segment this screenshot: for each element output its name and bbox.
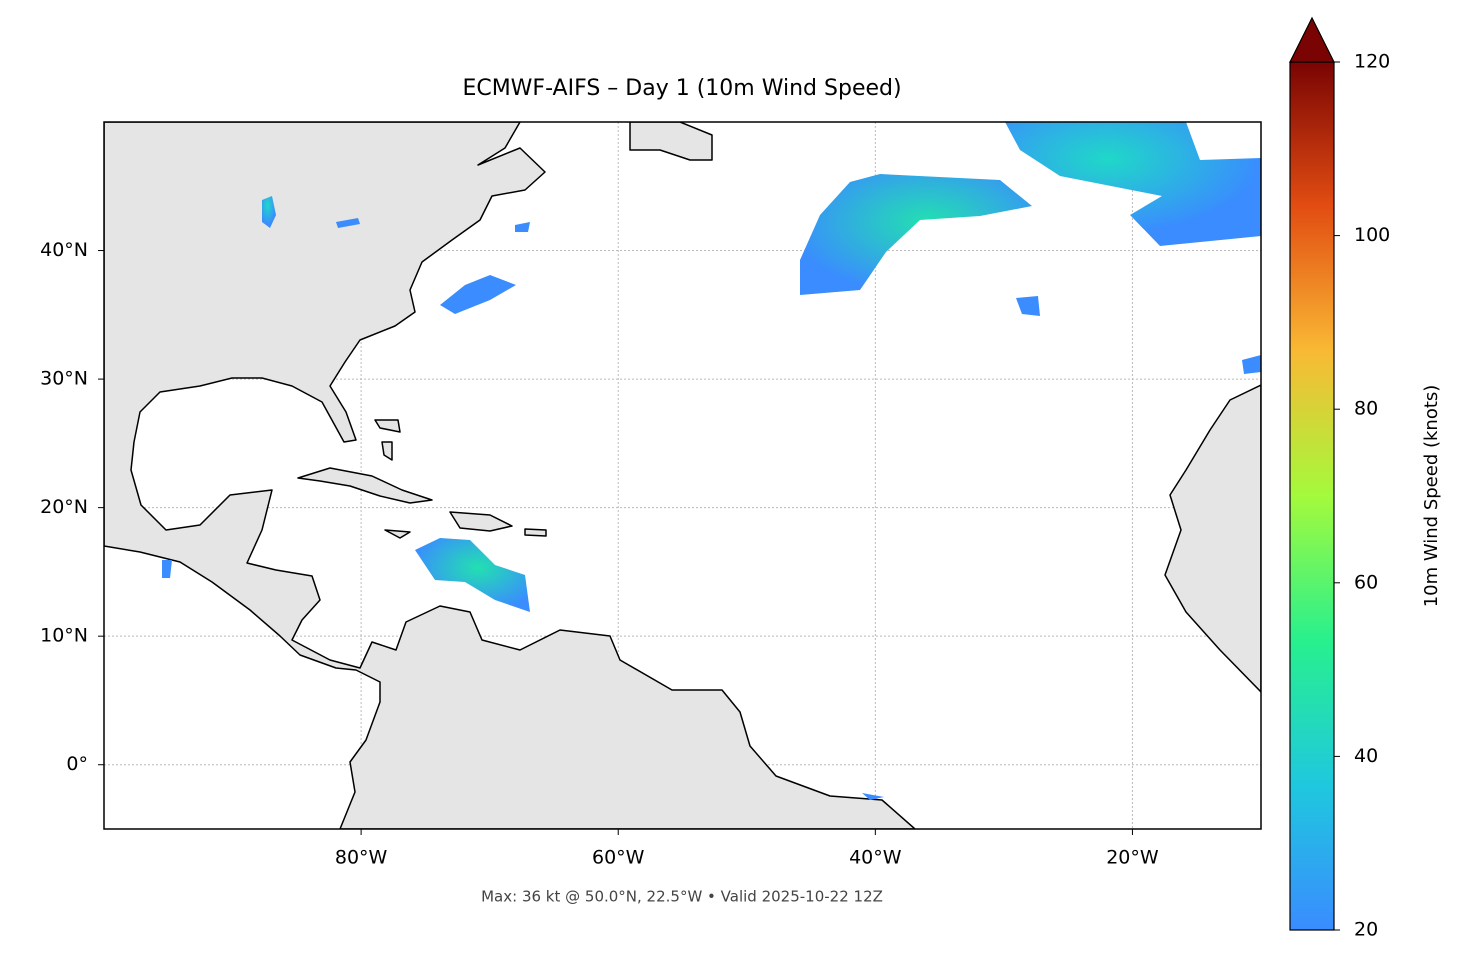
wind-area [800,174,1032,295]
newfoundland [629,122,713,161]
map-frame [103,121,1262,830]
colorbar-tick-label: 80 [1354,398,1378,420]
map-layers [104,122,1261,829]
wind-area [415,538,530,612]
hispaniola [449,511,513,532]
y-tick-label: 0° [66,753,88,775]
wind-area [262,196,276,228]
y-tick-label: 30°N [40,368,88,390]
cuba [297,467,433,504]
colorbar-label: 10m Wind Speed (knots) [1421,385,1442,608]
x-tick-label: 20°W [1106,847,1159,869]
x-tick-label: 40°W [849,847,902,869]
puerto-rico [524,528,547,537]
bahamas [374,419,401,461]
colorbar-tick-label: 100 [1354,224,1390,246]
africa [1164,384,1261,693]
colorbar [1289,61,1335,931]
footer-note: Max: 36 kt @ 50.0°N, 22.5°W • Valid 2025… [481,888,883,906]
y-tick-label: 40°N [40,239,88,261]
x-tick-label: 80°W [335,847,388,869]
y-tick-label: 20°N [40,496,88,518]
wind-area [440,275,516,314]
x-tick-label: 60°W [592,847,645,869]
colorbar-tick-label: 40 [1354,745,1378,767]
colorbar-tick-label: 60 [1354,571,1378,593]
americas [104,122,916,829]
jamaica [384,529,411,539]
colorbar-tick-label: 120 [1354,51,1390,73]
colorbar-extend [1289,16,1335,63]
chart-title: ECMWF-AIFS – Day 1 (10m Wind Speed) [462,76,901,101]
y-tick-label: 10°N [40,625,88,647]
wind-area [1005,122,1261,246]
colorbar-tick-label: 20 [1354,919,1378,941]
